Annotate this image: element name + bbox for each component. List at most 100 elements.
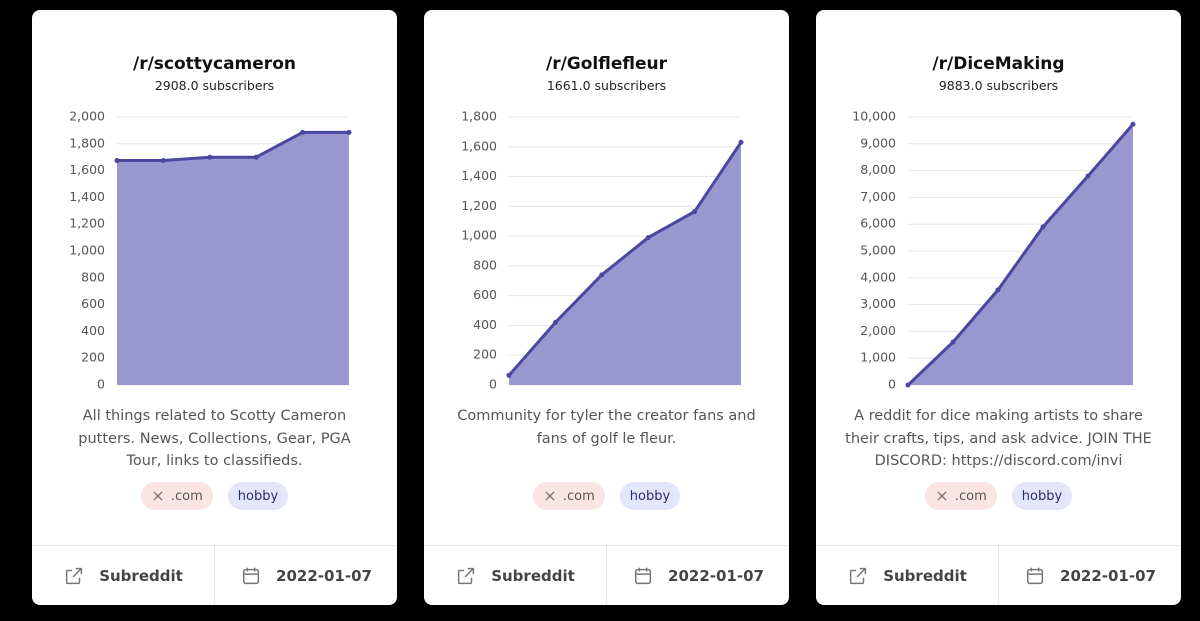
tag-label: hobby [237,488,279,504]
footer: Subreddit 2022-01-07 [816,545,1181,605]
y-tick-label: 600 [81,296,105,311]
tag-label: .com [954,488,987,504]
date-label: 2022-01-07 [1060,567,1156,585]
y-tick-label: 2,000 [860,323,896,338]
y-tick-label: 400 [473,317,497,332]
y-tick-label: 4,000 [860,269,896,284]
y-tick-label: 8,000 [860,162,896,177]
y-tick-label: 400 [81,323,105,338]
tag: .com [532,482,605,510]
line [906,123,1135,387]
y-tick-label: 1,400 [69,189,105,204]
tags: .com hobby [816,482,1181,510]
line [117,130,349,163]
chart: 0 200 400 600 800 1,000 1,200 1,400 1,600 1,800 2,… [69,109,352,392]
calendar-icon [1026,567,1044,585]
date-label: 2022-01-07 [668,567,764,585]
y-tick-label: 1,000 [860,350,896,365]
y-tick-label: 3,000 [860,296,896,311]
point [905,382,911,388]
y-tick-label: 1,000 [461,228,497,243]
y-tick-label: 0 [888,377,896,392]
footer: Subreddit 2022-01-07 [424,545,789,605]
tag: hobby [619,482,681,510]
y-tick-label: 0 [97,377,105,392]
date: 2022-01-07 [606,546,789,605]
x-icon [937,491,947,501]
y-tick-label: 800 [473,257,497,272]
date-label: 2022-01-07 [276,567,372,585]
point [506,372,512,378]
y-tick-label: 6,000 [860,216,896,231]
point [738,139,744,145]
point [552,319,558,325]
y-tick-label: 1,600 [69,162,105,177]
link-label: Subreddit [491,567,575,585]
card: /r/scottycameron 2908.0 subscribers 0 200 40… [32,10,397,605]
point [1130,121,1136,127]
y-tick-label: 0 [489,377,497,392]
line [507,141,743,377]
subreddit-link[interactable]: Subreddit [424,546,606,605]
point [114,158,120,164]
y-tick-label: 1,400 [461,168,497,183]
y-tick-label: 800 [81,269,105,284]
y-tick-label: 1,200 [461,198,497,213]
y-tick-label: 7,000 [860,189,896,204]
point [346,129,352,135]
card-title: /r/DiceMaking [932,54,1065,74]
calendar-icon [242,567,260,585]
y-tick-label: 2,000 [69,109,105,124]
y-tick-label: 1,800 [461,109,497,124]
external-link-icon [458,567,475,585]
chart: 0 200 400 600 800 1,000 1,200 1,400 1,600 1,800 [461,109,744,392]
tag: .com [924,482,997,510]
point [995,287,1001,293]
y-tick-label: 200 [81,350,105,365]
area [117,132,349,385]
y-tick-label: 1,000 [69,243,105,258]
date: 2022-01-07 [998,546,1181,605]
card: /r/DiceMaking 9883.0 subscribers 0 1,000 2,0… [816,10,1181,605]
y-tick-label: 10,000 [852,109,896,124]
point [645,235,651,241]
tags: .com hobby [32,482,397,510]
description: Community for tyler the creator fans and… [457,408,756,447]
point [1085,173,1091,179]
tag-label: hobby [629,488,671,504]
tag-label: hobby [1021,488,1063,504]
point [1040,224,1046,230]
y-tick-label: 1,200 [69,216,105,231]
card: /r/Golflefleur 1661.0 subscribers 0 200 400 6… [424,10,789,605]
tag-label: .com [562,488,595,504]
tag: hobby [227,482,289,510]
subscriber-count: 9883.0 subscribers [938,78,1059,93]
y-tick-label: 9,000 [860,135,896,150]
description: All things related to Scotty Cameron put… [78,408,351,469]
tag-label: .com [170,488,203,504]
point [207,154,213,160]
point [599,272,605,278]
card-title: /r/Golflefleur [545,54,667,74]
point [692,209,698,215]
subscriber-count: 1661.0 subscribers [546,78,667,93]
y-tick-label: 600 [473,287,497,302]
point [300,129,306,135]
point [253,154,259,160]
subreddit-link[interactable]: Subreddit [32,546,214,605]
calendar-icon [634,567,652,585]
point [160,158,166,164]
description: A reddit for dice making artists to shar… [845,408,1152,469]
x-icon [153,491,163,501]
x-icon [545,491,555,501]
tag: .com [140,482,213,510]
y-tick-label: 200 [473,347,497,362]
y-tick-label: 5,000 [860,243,896,258]
tag: hobby [1011,482,1073,510]
external-link-icon [66,567,83,585]
y-tick-label: 1,800 [69,135,105,150]
link-label: Subreddit [99,567,183,585]
subreddit-link[interactable]: Subreddit [816,546,998,605]
chart: 0 1,000 2,000 3,000 4,000 5,000 6,000 7,000 8,00… [852,109,1136,392]
